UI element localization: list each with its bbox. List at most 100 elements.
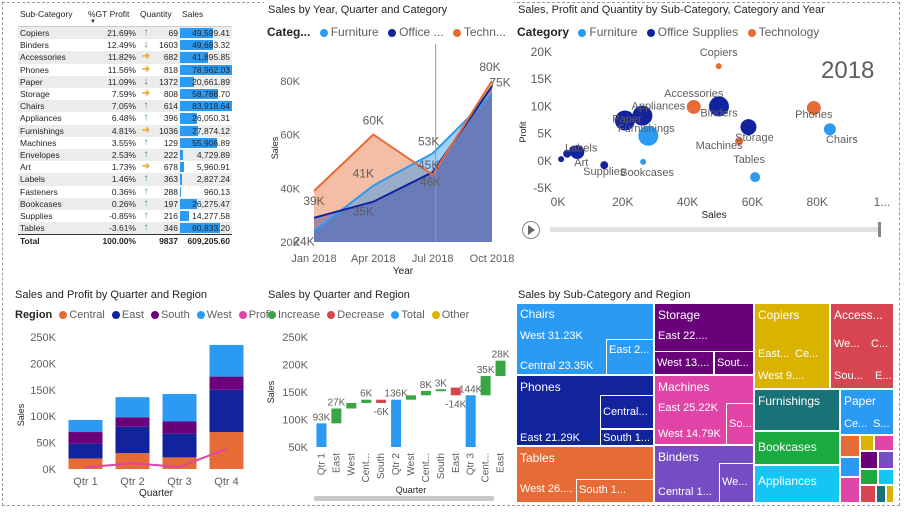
quantity-value: 808 xyxy=(163,89,178,100)
area-legend-office[interactable]: Office ... xyxy=(382,25,444,39)
treemap-tile-small[interactable] xyxy=(878,451,894,469)
treemap-tile-small[interactable] xyxy=(840,477,860,503)
table-row[interactable]: Accessories 11.82% ➜ 682 41,895.85 xyxy=(18,51,232,64)
scatter-legend-office[interactable]: Office Supplies xyxy=(641,25,738,39)
data-label: 24K xyxy=(293,234,314,248)
scatter-legend-furniture[interactable]: Furniture xyxy=(572,25,637,39)
table-total-row[interactable]: Total 100.00% 9837 609,205.60 xyxy=(18,234,232,248)
table-row[interactable]: Storage 7.59% ➜ 808 58,788.70 xyxy=(18,88,232,100)
stacked-legend-south[interactable]: South xyxy=(147,309,190,321)
data-label: 144K xyxy=(459,384,483,395)
waterfall-bar xyxy=(450,387,461,396)
x-tick-label: West xyxy=(406,453,417,476)
play-axis-button[interactable] xyxy=(522,221,540,239)
treemap-tile-copiers[interactable]: Copiers East... Ce... West 9.... xyxy=(754,303,830,389)
treemap-tile-furnishings[interactable]: Furnishings xyxy=(754,389,840,431)
treemap-tile-small[interactable] xyxy=(860,485,876,503)
waterfall-legend-increase-label: Increase xyxy=(278,309,321,321)
waterfall-legend-increase[interactable]: Increase xyxy=(264,309,320,321)
col-header-subcategory[interactable]: Sub-Category xyxy=(18,8,86,27)
treemap-label: Sou... xyxy=(834,370,863,382)
x-tick-label: Qtr 2 xyxy=(391,453,402,476)
table-row[interactable]: Appliances 6.48% ↑ 396 26,050.31 xyxy=(18,112,232,124)
treemap-tile-small[interactable] xyxy=(886,485,894,503)
table-row[interactable]: Paper 11.09% ↓ 1372 20,661.89 xyxy=(18,75,232,89)
table-row[interactable]: Labels 1.46% ↑ 363 2,827.24 xyxy=(18,173,232,186)
treemap-tile-small[interactable] xyxy=(860,451,878,469)
col-header-quantity[interactable]: Quantity xyxy=(138,8,180,27)
cell-quantity: ↑ 363 xyxy=(138,173,180,186)
table-row[interactable]: Bookcases 0.26% ↑ 197 26,275.47 xyxy=(18,197,232,211)
treemap-tile-chairs-east[interactable]: East 2... xyxy=(606,339,654,375)
treemap-tile-small[interactable] xyxy=(874,435,894,451)
table-row[interactable]: Phones 11.56% ➜ 818 78,962.03 xyxy=(18,64,232,76)
area-legend-tech[interactable]: Techn... xyxy=(447,25,506,39)
trend-arrow-up-icon: ↑ xyxy=(143,197,149,209)
cell-sales: 55,906.89 xyxy=(180,137,232,149)
table-row[interactable]: Fasteners 0.36% ↑ 288 960.13 xyxy=(18,186,232,198)
treemap-tile-small[interactable] xyxy=(876,485,886,503)
treemap-tile-binders-west[interactable]: We... xyxy=(719,463,754,503)
play-icon xyxy=(528,225,535,235)
treemap-tile-storage-south[interactable]: Sout... xyxy=(714,351,754,375)
table-row[interactable]: Furnishings 4.81% ➜ 1036 27,874.12 xyxy=(18,124,232,137)
treemap-tile-machines-south[interactable]: So... xyxy=(726,403,754,445)
data-label: 28K xyxy=(492,350,510,361)
waterfall-chart[interactable]: 50K 100K 150K 200K 250K Sales 93K Qtr 1 27K East W… xyxy=(264,323,514,503)
col-header-gt-profit[interactable]: %GT Profit ▼ xyxy=(86,8,138,27)
legend-dot-icon xyxy=(327,311,336,320)
scatter-legend-tech[interactable]: Technology xyxy=(742,25,819,39)
table-row[interactable]: Copiers 21.69% ↑ 69 49,599.41 xyxy=(18,26,232,40)
table-row[interactable]: Binders 12.49% ↓ 1603 49,683.32 xyxy=(18,39,232,51)
treemap-tile-small[interactable] xyxy=(840,435,860,457)
play-axis-slider[interactable] xyxy=(550,227,880,232)
scatter-point xyxy=(806,101,821,116)
table-row[interactable]: Supplies -0.85% ↑ 216 14,277.58 xyxy=(18,210,232,222)
treemap-tile-small[interactable] xyxy=(860,435,874,451)
scatter-point xyxy=(735,137,744,146)
table-row[interactable]: Envelopes 2.53% ↑ 222 4,729.89 xyxy=(18,149,232,162)
treemap-tile-bookcases[interactable]: Bookcases xyxy=(754,431,840,465)
table-row[interactable]: Tables -3.61% ↑ 346 60,833.20 xyxy=(18,222,232,235)
col-header-sales[interactable]: Sales xyxy=(180,8,232,27)
trend-arrow-right-icon: ➜ xyxy=(141,161,151,173)
treemap-tile-paper[interactable]: Paper Ce... S... xyxy=(840,389,894,435)
waterfall-bar xyxy=(406,395,416,400)
stacked-legend-profit[interactable]: Profit xyxy=(235,309,274,321)
treemap-tile-small[interactable] xyxy=(860,469,878,485)
cell-gt-profit: -0.85% xyxy=(109,211,136,222)
table-row[interactable]: Art 1.73% ➜ 678 5,960.91 xyxy=(18,161,232,173)
cell-quantity: ↓ 1372 xyxy=(138,75,180,89)
play-axis-handle[interactable] xyxy=(878,222,881,237)
treemap-tile-phones-central[interactable]: Central... xyxy=(600,395,654,429)
area-chart[interactable]: 20K 40K 60K 80K Jan 2018 Apr 2018 Jul 2018 Oct … xyxy=(264,42,514,280)
waterfall-legend-other[interactable]: Other xyxy=(428,309,469,321)
data-label: 27K xyxy=(327,398,345,409)
treemap-tile-small[interactable] xyxy=(840,457,860,477)
x-tick-label: 40K xyxy=(677,195,698,209)
treemap-tile-accessories[interactable]: Access... We... C... Sou... E... xyxy=(830,303,894,389)
table-row[interactable]: Chairs 7.05% ↑ 614 83,918.64 xyxy=(18,100,232,113)
stacked-column-chart[interactable]: 0K 50K 100K 150K 200K 250K Sales Qtr 1 Qtr 2 Qtr … xyxy=(0,323,262,503)
treemap-tile-appliances[interactable]: Appliances xyxy=(754,465,840,503)
stacked-legend-east[interactable]: East xyxy=(108,309,144,321)
treemap-label: Storage xyxy=(658,308,701,322)
treemap-tile-small[interactable] xyxy=(878,469,894,485)
scatter-point xyxy=(600,161,609,170)
waterfall-legend-total[interactable]: Total xyxy=(387,309,425,321)
x-axis-title: Quarter xyxy=(396,485,427,495)
treemap-tile-tables-south[interactable]: South 1... xyxy=(576,479,654,503)
treemap-tile-storage-west[interactable]: West 13.... xyxy=(654,351,714,375)
treemap-tile-phones-south[interactable]: South 1... xyxy=(600,429,654,446)
stacked-legend-west[interactable]: West xyxy=(193,309,232,321)
stacked-legend-south-label: South xyxy=(160,309,190,321)
stacked-legend-central[interactable]: Central xyxy=(55,309,105,321)
table-row[interactable]: Machines 3.55% ↑ 129 55,906.89 xyxy=(18,137,232,149)
profit-line xyxy=(85,448,227,469)
waterfall-legend-decrease[interactable]: Decrease xyxy=(323,309,384,321)
area-legend-furniture[interactable]: Furniture xyxy=(314,25,379,39)
treemap[interactable]: Chairs West 31.23K Central 23.35K East 2...… xyxy=(516,303,894,503)
y-axis-title: Sales xyxy=(16,403,26,426)
quantity-value: 1036 xyxy=(159,125,178,136)
